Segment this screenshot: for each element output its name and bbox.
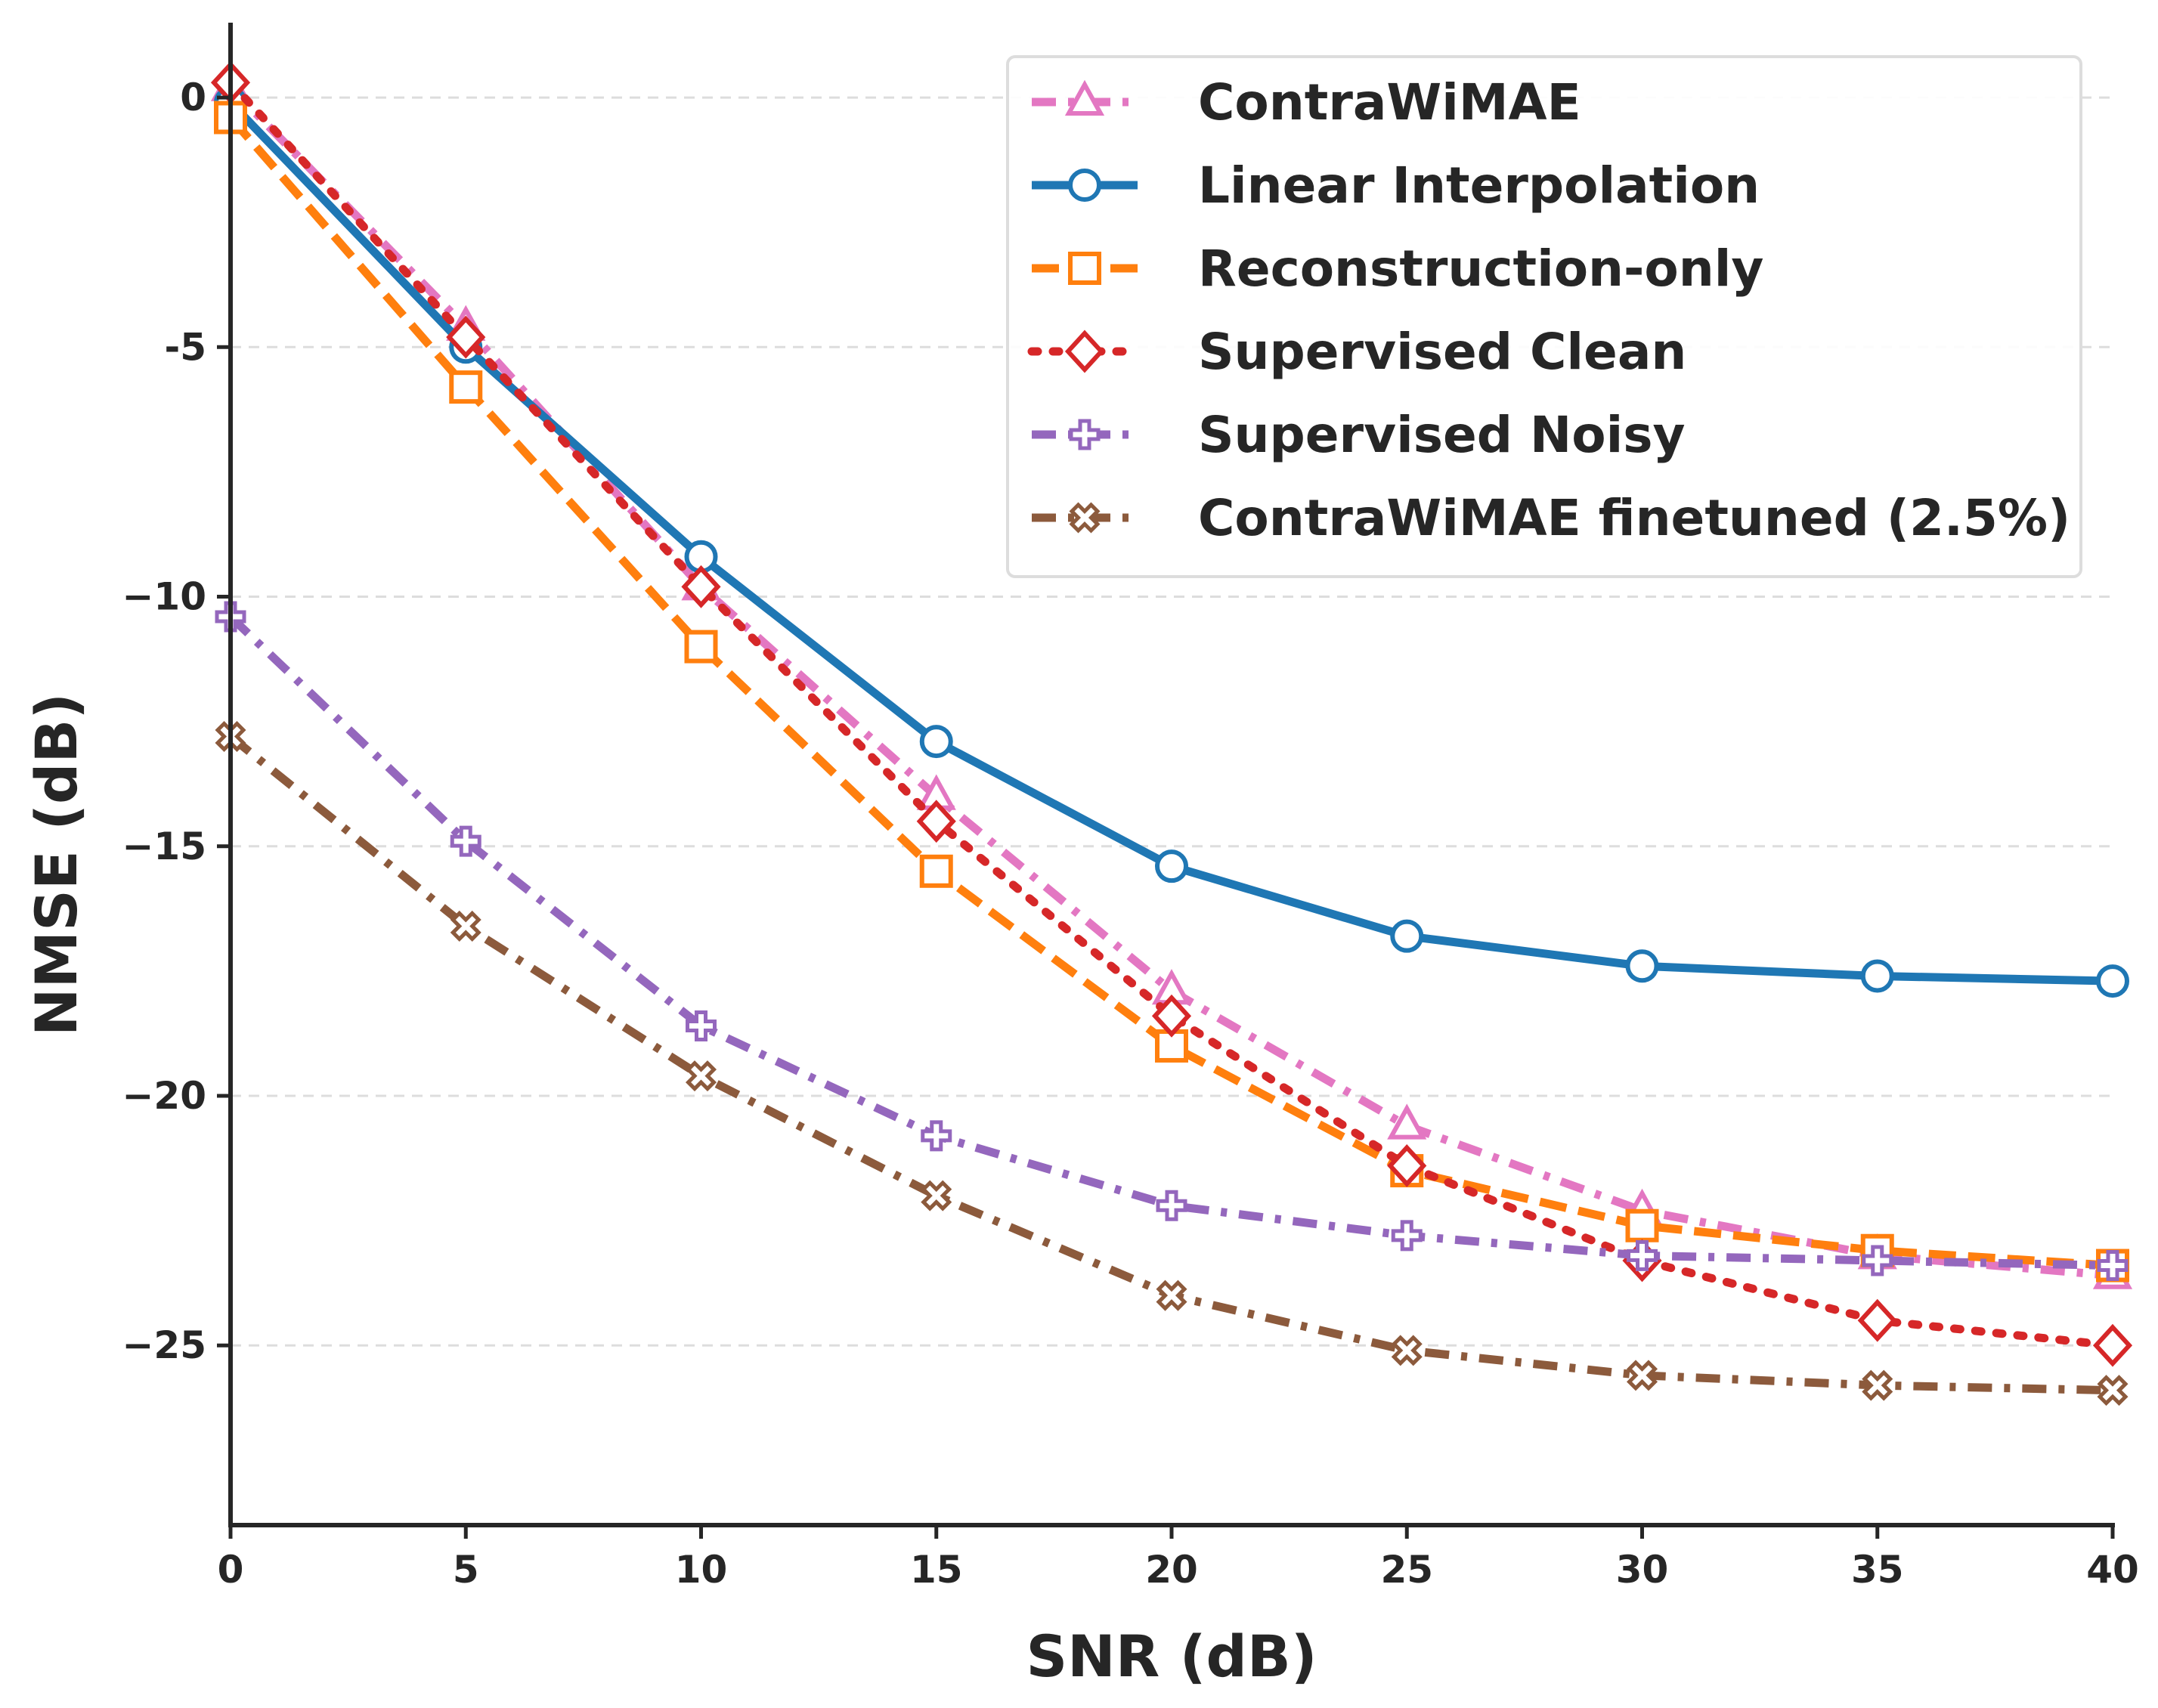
series-5-point-4 [1156,1279,1187,1311]
legend-label-1: Linear Interpolation [1198,156,1760,215]
series-4-point-6 [1627,1239,1658,1271]
legend-marker-2 [1068,252,1101,285]
legend-marker-4 [1069,419,1101,450]
legend-marker-1 [1068,169,1101,202]
series-2-point-2 [684,630,718,664]
series-4-point-2 [686,1010,717,1042]
axes [217,23,2115,1539]
x-tick-label-1: 5 [453,1548,479,1592]
series-1-point-5 [1390,919,1424,953]
legend-label-3: Supervised Clean [1198,323,1686,381]
y-tick-label-4: −20 [122,1074,206,1118]
legend-box [1006,55,2082,578]
series-3-point-1 [446,315,486,359]
series-5-point-2 [685,1060,717,1092]
x-tick-label-4: 20 [1145,1548,1198,1592]
y-tick-label-1: -5 [164,325,206,369]
series-4-point-5 [1391,1220,1423,1252]
y-tick-label-2: −10 [122,575,206,619]
series-5-point-1 [450,910,481,942]
y-tick-label-3: −15 [122,825,206,868]
legend-marker-0 [1064,79,1105,116]
x-axis-label: SNR (dB) [1026,1623,1317,1690]
series-1-point-4 [1155,849,1188,883]
series-5-point-8 [2097,1375,2129,1406]
series-5-point-7 [1862,1369,1893,1401]
legend-marker-5 [1069,502,1101,534]
legend-marker-3 [1064,330,1105,373]
series-1-point-6 [1625,949,1659,983]
series-5-point-6 [1626,1360,1658,1391]
legend-label-0: ContraWiMAE [1198,73,1581,132]
series-2-point-1 [449,370,483,404]
x-tick-label-3: 15 [910,1548,963,1592]
series-5-point-5 [1391,1335,1423,1366]
x-tick-label-6: 30 [1616,1548,1669,1592]
series-4 [215,601,2129,1282]
series-3-point-5 [1387,1144,1427,1187]
series-1-point-8 [2096,964,2129,998]
series-4-point-1 [450,825,481,857]
series-4-point-8 [2097,1250,2129,1282]
x-tick-label-5: 25 [1380,1548,1433,1592]
legend-label-2: Reconstruction-only [1198,240,1763,298]
series-3-point-7 [1857,1298,1897,1342]
series-5 [215,720,2129,1406]
series-4-point-3 [921,1120,952,1152]
series-0-point-5 [1387,1103,1427,1140]
x-tick-label-8: 40 [2086,1548,2139,1592]
y-tick-label-5: −25 [122,1323,206,1367]
series-layer [210,60,2133,1406]
series-3-point-4 [1151,994,1192,1038]
legend-label-5: ContraWiMAE finetuned (2.5%) [1198,489,2070,547]
y-tick-label-0: 0 [180,76,206,119]
x-tick-label-0: 0 [218,1548,244,1592]
series-4-point-4 [1156,1190,1187,1221]
series-3-point-8 [2092,1323,2133,1367]
series-line-2 [227,114,2113,1270]
series-1-point-7 [1860,959,1894,993]
x-tick-label-7: 35 [1851,1548,1904,1592]
series-3-point-2 [681,565,721,608]
series-1-point-3 [919,725,953,759]
tick-labels: 0 5 10 15 20 25 30 35 40 0 -5 −10 −15 −20 −25 [122,76,2139,1592]
series-4-point-7 [1862,1245,1893,1276]
series-5-point-3 [921,1180,952,1211]
series-3-point-3 [916,800,956,843]
x-tick-label-2: 10 [675,1548,728,1592]
legend-label-4: Supervised Noisy [1198,406,1686,464]
legend: ContraWiMAE Linear Interpolation Reconstru… [1006,55,2082,578]
series-2-point-3 [919,854,953,888]
series-2-point-6 [1625,1208,1659,1242]
y-axis-label: NMSE (dB) [23,693,90,1036]
